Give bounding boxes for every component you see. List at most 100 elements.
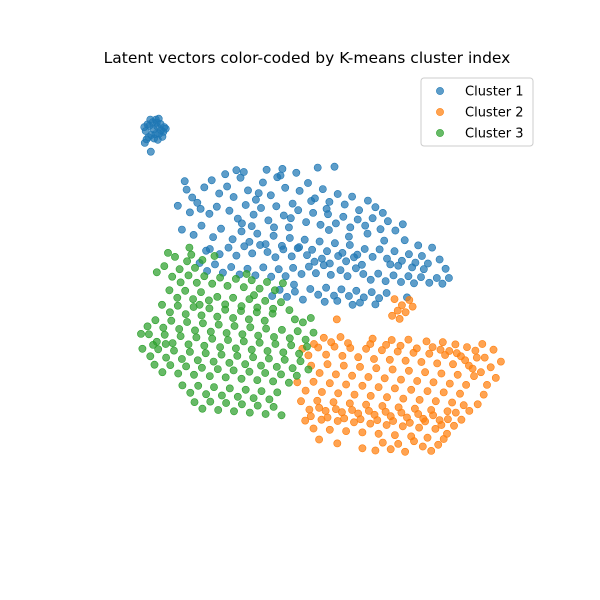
cluster-1-point-28 xyxy=(188,193,197,202)
cluster-2-point-174 xyxy=(356,415,365,424)
cluster-3-point-149 xyxy=(265,395,274,404)
cluster-3-point-79 xyxy=(168,339,177,347)
cluster-3-point-132 xyxy=(253,376,262,384)
cluster-3-point-134 xyxy=(269,377,277,386)
cluster-2-point-108 xyxy=(415,423,423,432)
cluster-1-point-174 xyxy=(352,286,361,295)
cluster-3-point-78 xyxy=(160,330,169,339)
cluster-1-point-81 xyxy=(391,226,400,235)
cluster-3-point-84 xyxy=(208,334,217,343)
cluster-2-point-57 xyxy=(317,388,326,396)
cluster-3-point-141 xyxy=(202,390,210,399)
cluster-3-point-121 xyxy=(166,361,175,369)
cluster-1-point-165 xyxy=(342,257,350,266)
cluster-1-point-120 xyxy=(374,269,383,278)
cluster-1-point-83 xyxy=(177,225,186,234)
cluster-2-point-117 xyxy=(358,444,367,453)
cluster-1-point-67 xyxy=(286,214,295,223)
cluster-1-point-105 xyxy=(360,245,369,253)
cluster-3-point-150 xyxy=(273,388,282,397)
legend-label-cluster-2: Cluster 2 xyxy=(465,106,524,121)
cluster-1-point-51 xyxy=(363,196,372,205)
cluster-3-point-12 xyxy=(171,252,179,261)
cluster-3-point-93 xyxy=(279,348,288,357)
cluster-2-point-130 xyxy=(483,380,491,389)
cluster-3-point-7 xyxy=(184,271,193,280)
cluster-1-point-107 xyxy=(375,245,384,254)
cluster-3-point-8 xyxy=(192,278,201,287)
cluster-3-point-122 xyxy=(174,369,183,378)
cluster-3-point-3 xyxy=(191,263,199,272)
cluster-1-point-86 xyxy=(209,233,217,241)
cluster-1-point-93 xyxy=(269,231,278,240)
cluster-2-point-124 xyxy=(443,429,451,438)
cluster-1-point-122 xyxy=(389,271,398,280)
cluster-3-point-18 xyxy=(239,283,248,292)
cluster-1-point-195 xyxy=(330,162,339,171)
cluster-1-point-34 xyxy=(236,173,245,182)
cluster-3-point-49 xyxy=(229,314,237,322)
cluster-3-point-130 xyxy=(237,374,246,383)
cluster-1-point-74 xyxy=(339,212,348,221)
cluster-1-point-62 xyxy=(249,210,258,219)
cluster-1-point-45 xyxy=(318,185,327,193)
cluster-1-point-90 xyxy=(245,237,254,246)
cluster-3-point-94 xyxy=(287,341,296,350)
cluster-1-point-52 xyxy=(371,203,380,212)
cluster-3-point-145 xyxy=(233,392,242,401)
cluster-2-point-161 xyxy=(459,401,468,410)
cluster-2-point-34 xyxy=(315,369,324,377)
cluster-2-point-103 xyxy=(374,429,383,438)
cluster-2-point-13 xyxy=(322,350,330,359)
cluster-1-point-117 xyxy=(351,264,360,273)
cluster-3-point-20 xyxy=(255,284,264,293)
cluster-1-point-190 xyxy=(239,168,248,176)
cluster-1-point-154 xyxy=(256,241,264,249)
cluster-1-point-124 xyxy=(404,272,413,281)
cluster-1-point-21 xyxy=(146,115,155,124)
cluster-3-point-148 xyxy=(257,387,266,395)
cluster-1-point-91 xyxy=(253,229,262,238)
cluster-3-point-35 xyxy=(173,293,182,302)
cluster-3-point-131 xyxy=(245,367,254,376)
cluster-1-point-135 xyxy=(289,263,297,272)
cluster-1-point-30 xyxy=(207,176,216,185)
cluster-2-point-132 xyxy=(468,364,477,373)
cluster-1-point-205 xyxy=(444,274,453,282)
cluster-3-point-13 xyxy=(200,272,209,281)
cluster-3-point-85 xyxy=(216,343,224,351)
cluster-2-point-112 xyxy=(378,438,387,447)
cluster-1-point-183 xyxy=(298,295,307,304)
cluster-1-point-168 xyxy=(306,285,315,293)
cluster-3-point-71 xyxy=(277,325,286,334)
cluster-1-point-58 xyxy=(212,202,221,211)
cluster-3-point-98 xyxy=(146,352,155,361)
cluster-3-point-165 xyxy=(143,322,152,331)
cluster-3-point-76 xyxy=(144,330,153,339)
cluster-3-point-17 xyxy=(231,274,240,283)
cluster-3-point-41 xyxy=(165,308,174,317)
cluster-2-point-48 xyxy=(429,378,438,387)
cluster-3-point-38 xyxy=(197,288,205,296)
cluster-1-point-164 xyxy=(334,252,343,260)
cluster-2-point-50 xyxy=(445,379,454,388)
cluster-1-point-116 xyxy=(343,272,352,281)
cluster-1-point-210 xyxy=(290,280,298,289)
cluster-3-point-66 xyxy=(238,330,247,339)
cluster-3-point-32 xyxy=(277,298,285,307)
cluster-1-point-106 xyxy=(368,252,377,261)
cluster-3-point-119 xyxy=(150,360,159,369)
cluster-2-point-168 xyxy=(405,418,414,427)
cluster-2-point-100 xyxy=(350,418,358,427)
cluster-1-point-57 xyxy=(205,209,214,218)
cluster-3-point-11 xyxy=(187,250,196,259)
points-layer xyxy=(137,114,505,456)
cluster-1-point-180 xyxy=(283,292,291,301)
cluster-2-point-144 xyxy=(310,340,318,348)
cluster-1-point-162 xyxy=(317,254,326,263)
cluster-2-point-155 xyxy=(422,337,431,346)
cluster-1-point-159 xyxy=(295,243,303,252)
cluster-2-point-74 xyxy=(456,389,464,398)
cluster-3-point-33 xyxy=(285,306,294,314)
cluster-2-point-60 xyxy=(342,380,350,389)
